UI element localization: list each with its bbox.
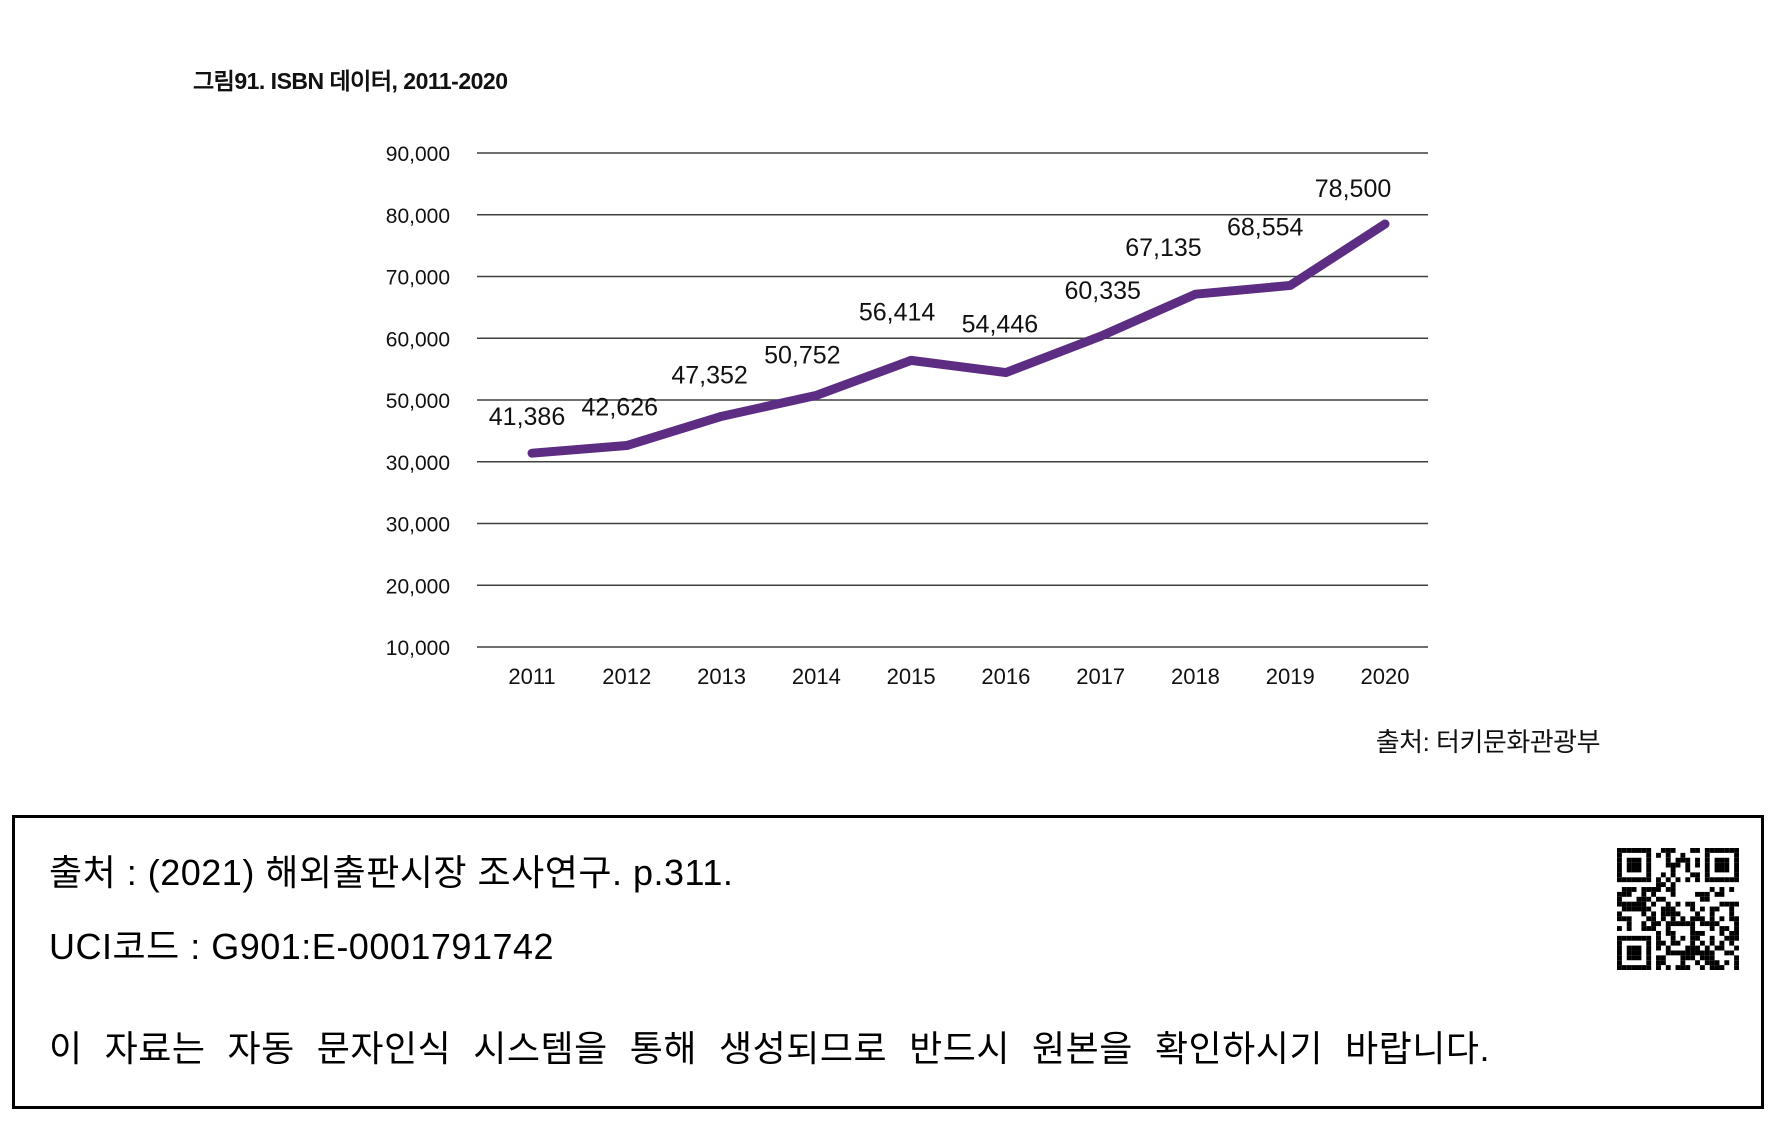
data-point-label: 47,352 [671,361,747,389]
y-axis-tick-label: 20,000 [386,575,450,598]
data-point-label: 42,626 [582,394,658,422]
citation-notice-line: 이 자료는 자동 문자인식 시스템을 통해 생성되므로 반드시 원본을 확인하시… [49,1028,1491,1069]
x-axis-tick-label: 2015 [887,664,936,689]
data-point-label: 78,500 [1315,175,1391,203]
x-axis-tick-label: 2014 [792,664,841,689]
data-point-label: 60,335 [1064,277,1140,305]
y-axis-tick-label: 30,000 [386,514,450,537]
x-axis-tick-label: 2017 [1076,664,1125,689]
y-axis-tick-label: 10,000 [386,637,450,660]
citation-source-line: 출처 : (2021) 해외출판시장 조사연구. p.311. [49,852,734,893]
figure-title: 그림91. ISBN 데이터, 2011-2020 [193,68,508,94]
y-axis-tick-label: 80,000 [386,205,450,228]
x-axis-tick-label: 2020 [1361,664,1410,689]
data-point-label: 50,752 [764,341,840,369]
chart-source-label: 출처: 터키문화관광부 [1375,727,1601,757]
data-point-label: 67,135 [1125,234,1201,262]
data-point-label: 68,554 [1227,213,1304,241]
isbn-line-chart: 90,000 80,000 70,000 60,000 50,000 30,000 30,0… [386,143,1428,689]
data-point-label: 54,446 [962,311,1038,339]
y-axis-tick-label: 30,000 [386,452,450,475]
y-axis-tick-label: 90,000 [386,143,450,166]
x-axis-tick-label: 2012 [602,664,651,689]
x-axis-tick-label: 2018 [1171,664,1220,689]
x-axis-tick-label: 2011 [508,664,555,689]
x-axis-tick-label: 2013 [697,664,746,689]
y-axis-tick-label: 70,000 [386,267,450,290]
data-series-line [527,219,1390,458]
citation-uci-line: UCI코드 : G901:E-0001791742 [49,926,555,967]
data-point-label: 56,414 [859,298,936,326]
y-axis-tick-label: 50,000 [386,390,450,413]
qr-code-icon [1617,848,1739,970]
x-axis-tick-label: 2019 [1266,664,1315,689]
citation-box: 출처 : (2021) 해외출판시장 조사연구. p.311. UCI코드 : … [12,815,1764,1109]
data-point-label: 41,386 [489,403,565,431]
y-axis-tick-label: 60,000 [386,328,450,351]
x-axis-tick-label: 2016 [981,664,1030,689]
